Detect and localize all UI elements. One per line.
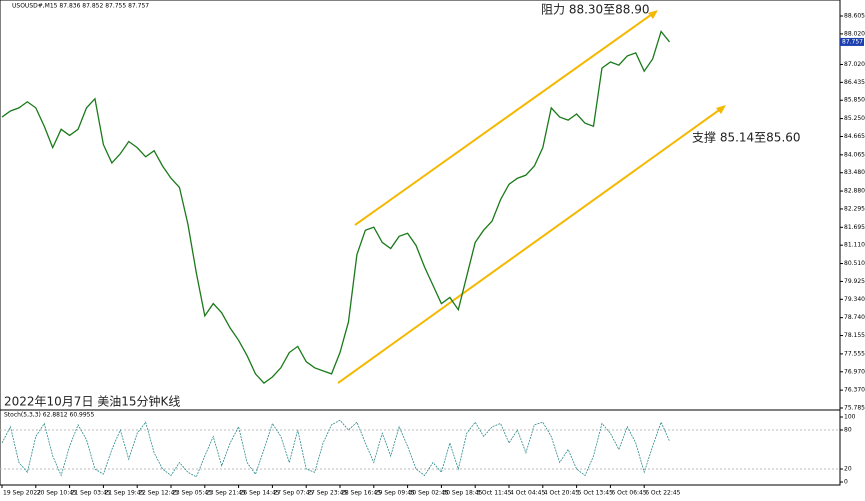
- date-annotation: 2022年10月7日 美油15分钟K线: [4, 394, 180, 409]
- arrow-head: [648, 10, 658, 19]
- y-tick-label: 80: [844, 427, 852, 434]
- y-tick-label: 75.785: [844, 405, 865, 412]
- y-tick-label: 87.020: [844, 61, 865, 68]
- x-tick-label: 23 Sep 05:45: [172, 490, 212, 497]
- x-tick-label: 4 Oct 20:45: [544, 490, 579, 497]
- x-tick-label: 26 Sep 14:45: [240, 490, 280, 497]
- x-tick-label: 22 Sep 12:45: [138, 490, 178, 497]
- x-tick-label: 23 Sep 21:45: [206, 490, 246, 497]
- y-tick-label: 81.110: [844, 242, 865, 249]
- arrow-head: [716, 105, 726, 114]
- plot-frame: [0, 0, 841, 486]
- price-line: [1, 419, 670, 478]
- y-tick-label: 88.020: [844, 30, 865, 37]
- price-line: [1, 30, 671, 384]
- y-tick-label: 85.850: [844, 97, 865, 104]
- y-tick-label: 0: [844, 479, 848, 486]
- x-tick-label: 5 Oct 13:45: [578, 490, 613, 497]
- y-tick-label: 84.065: [844, 151, 865, 158]
- price-tag-label: 87.757: [842, 38, 863, 45]
- y-tick-label: 77.555: [844, 350, 865, 357]
- x-tick-label: 21 Sep 19:45: [104, 490, 144, 497]
- x-tick-label: 27 Sep 23:45: [307, 490, 347, 497]
- y-tick-label: 79.340: [844, 296, 865, 303]
- x-tick-label: 4 Oct 04:45: [510, 490, 545, 497]
- y-tick-label: 79.925: [844, 278, 865, 285]
- y-tick-label: 76.970: [844, 368, 865, 375]
- x-tick-label: 20 Sep 10:45: [37, 490, 77, 497]
- y-tick-label: 20: [844, 466, 852, 473]
- x-tick-label: 3 Oct 11:45: [476, 490, 511, 497]
- indicator-title: Stoch(5,3,3) 62.8812 60.9955: [4, 412, 95, 419]
- x-tick-label: 30 Sep 18:45: [442, 490, 482, 497]
- x-tick-label: 30 Sep 02:45: [409, 490, 449, 497]
- y-tick-label: 84.665: [844, 133, 865, 140]
- price-tag: [840, 37, 864, 46]
- y-tick-label: 86.435: [844, 79, 865, 86]
- y-tick-label: 88.605: [844, 13, 865, 20]
- y-tick-label: 76.370: [844, 387, 865, 394]
- y-tick-label: 82.880: [844, 188, 865, 195]
- y-tick-label: 78.155: [844, 332, 865, 339]
- x-tick-label: 28 Sep 16:45: [341, 490, 381, 497]
- support-annotation: 支撑 85.14至85.60: [692, 130, 801, 145]
- y-tick-label: 83.480: [844, 169, 865, 176]
- x-tick-label: 6 Oct 22:45: [645, 490, 680, 497]
- x-tick-label: 6 Oct 06:45: [611, 490, 646, 497]
- y-tick-label: 80.510: [844, 260, 865, 267]
- x-tick-label: 19 Sep 2022: [3, 490, 41, 497]
- x-tick-label: 21 Sep 03:45: [71, 490, 111, 497]
- y-tick-label: 78.740: [844, 314, 865, 321]
- x-tick-label: 29 Sep 09:45: [375, 490, 415, 497]
- resistance-annotation: 阻力 88.30至88.90: [541, 3, 650, 17]
- support-line: [337, 107, 723, 384]
- resistance-line: [354, 11, 656, 226]
- x-tick-label: 27 Sep 07:45: [273, 490, 313, 497]
- y-tick-label: 82.295: [844, 205, 865, 212]
- y-tick-label: 81.695: [844, 224, 865, 231]
- chart-title: USOUSD#,M15 87.836 87.852 87.755 87.757: [12, 3, 149, 10]
- y-tick-label: 85.250: [844, 115, 865, 122]
- y-tick-label: 100: [844, 414, 856, 421]
